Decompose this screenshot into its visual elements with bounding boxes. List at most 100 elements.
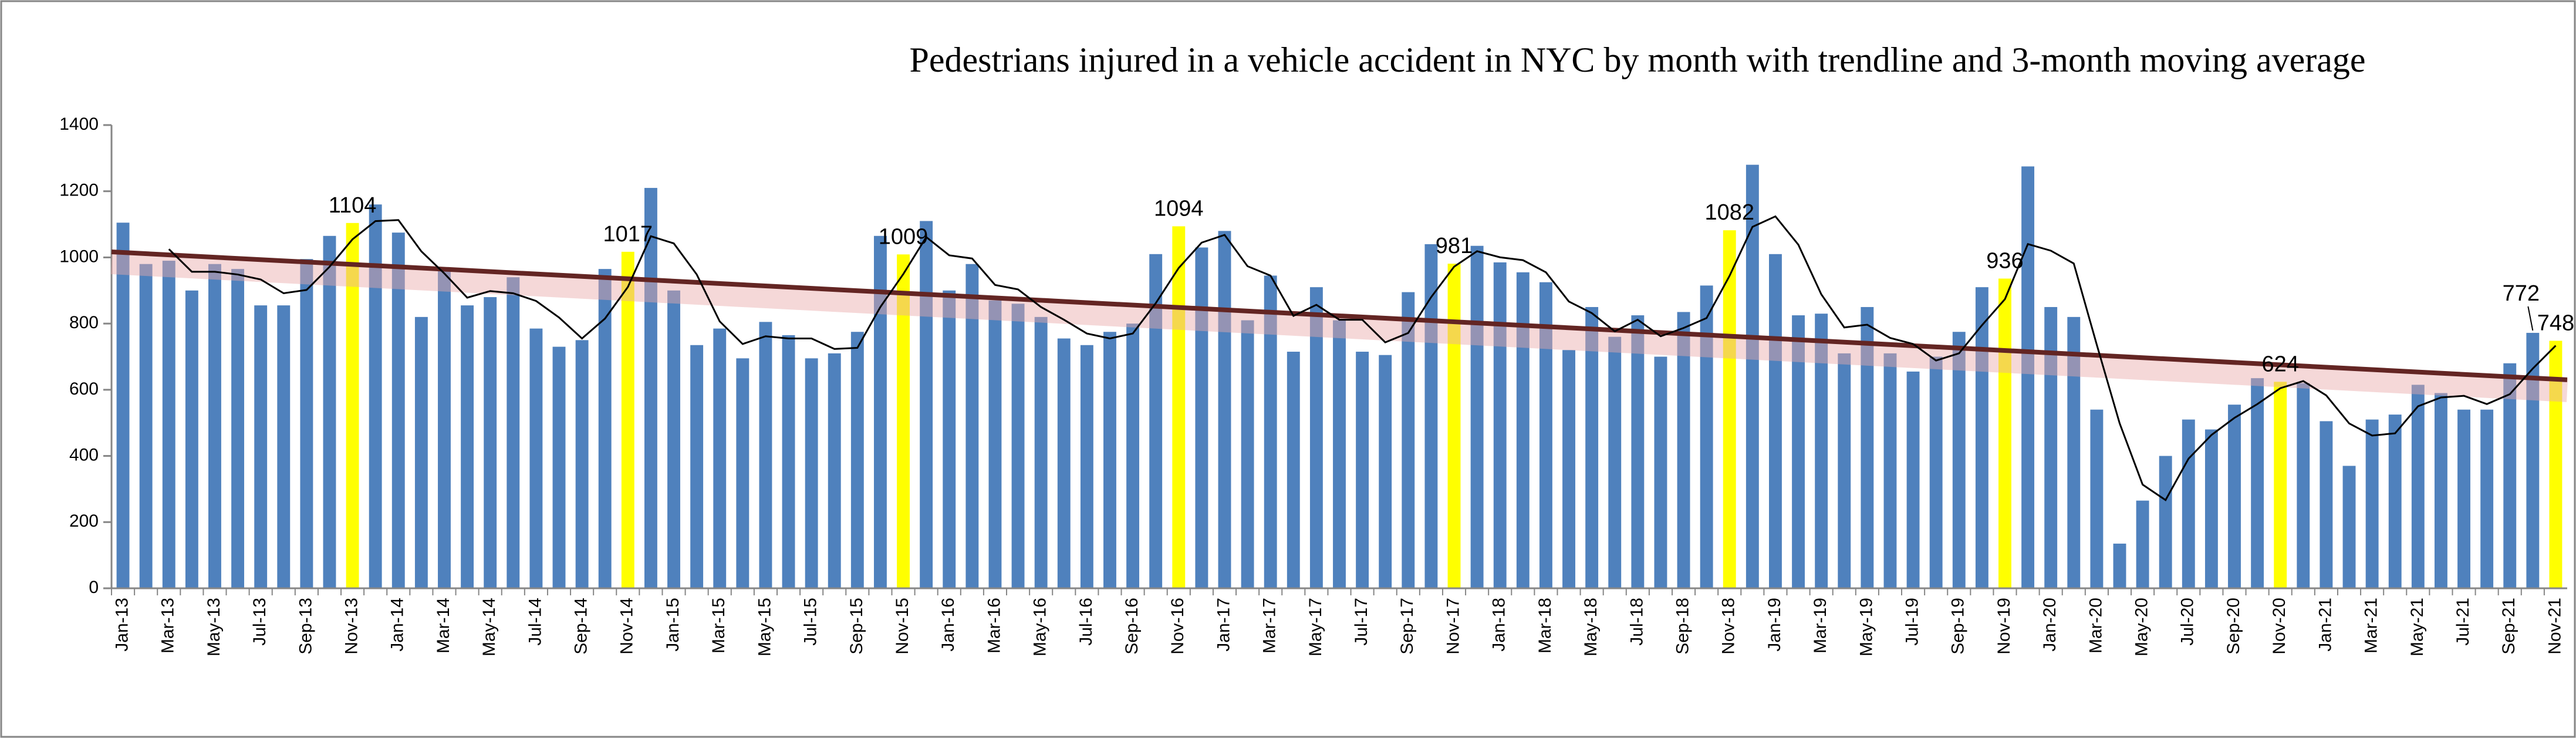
- bar: [1723, 230, 1736, 589]
- bar: [1379, 355, 1392, 588]
- x-tick-label: Nov-18: [1719, 598, 1738, 655]
- y-tick-label: 600: [69, 379, 99, 399]
- x-tick-label: Mar-19: [1811, 598, 1830, 653]
- bar: [277, 305, 291, 588]
- bar: [873, 235, 887, 589]
- x-tick-label: Nov-13: [342, 598, 362, 655]
- x-tick-label: Sep-14: [572, 598, 591, 655]
- bar: [2297, 383, 2310, 588]
- bar: [1034, 316, 1048, 588]
- bar: [828, 353, 841, 588]
- bar: [507, 277, 520, 588]
- bar: [1057, 338, 1071, 588]
- bar: [2411, 385, 2425, 588]
- bar: [162, 261, 175, 588]
- bar: [1309, 287, 1323, 588]
- x-tick-label: Mar-14: [434, 598, 453, 653]
- bar: [782, 335, 795, 588]
- x-tick-label: Jul-18: [1627, 598, 1646, 646]
- bar: [2159, 456, 2172, 588]
- bar: [621, 251, 634, 588]
- bar: [1585, 306, 1599, 588]
- bar: [850, 332, 864, 588]
- data-label: 936: [1986, 248, 2023, 273]
- x-tick-label: Jan-14: [388, 598, 407, 652]
- bar: [300, 259, 313, 588]
- bar: [2503, 363, 2517, 588]
- bar: [1929, 356, 1943, 588]
- bar: [965, 264, 979, 588]
- bar: [369, 204, 382, 588]
- bar: [2365, 419, 2379, 588]
- bar: [1172, 226, 1186, 588]
- x-tick-label: Jan-20: [2040, 598, 2060, 652]
- bar: [644, 188, 657, 588]
- bar: [805, 358, 818, 588]
- data-label: 981: [1436, 234, 1473, 258]
- data-label: 748: [2537, 311, 2574, 335]
- bar: [1861, 306, 1874, 588]
- bar: [1906, 371, 1920, 588]
- x-tick-label: Jul-15: [801, 598, 821, 646]
- x-tick-label: Jul-19: [1902, 598, 1922, 646]
- x-tick-label: Jan-15: [663, 598, 683, 652]
- bar: [1356, 352, 1369, 588]
- x-tick-label: May-20: [2132, 598, 2152, 656]
- bar: [1654, 356, 1667, 588]
- bar: [1195, 247, 1208, 588]
- x-tick-label: Jan-13: [112, 598, 131, 652]
- x-tick-label: May-19: [1856, 598, 1876, 656]
- x-tick-label: Sep-21: [2499, 598, 2518, 655]
- bar: [1562, 350, 1575, 588]
- trendline: [111, 250, 2568, 382]
- bar: [2342, 466, 2356, 588]
- bar: [185, 290, 198, 588]
- x-tick-label: Jul-16: [1076, 598, 1096, 646]
- bar: [1402, 292, 1415, 588]
- x-tick-label: Sep-16: [1122, 598, 1142, 655]
- bar: [943, 290, 956, 588]
- bar: [1792, 315, 1805, 588]
- y-tick-label: 1200: [59, 181, 99, 200]
- x-tick-label: Nov-17: [1443, 598, 1463, 655]
- bar: [1080, 345, 1093, 588]
- x-tick-label: Sep-20: [2224, 598, 2243, 655]
- y-tick-label: 200: [69, 511, 99, 531]
- bar: [1103, 332, 1116, 588]
- bar: [2090, 409, 2104, 588]
- bar: [1470, 245, 1484, 588]
- bar: [1447, 264, 1461, 588]
- bar: [2228, 405, 2241, 588]
- x-tick-label: Jul-17: [1352, 598, 1371, 646]
- bar: [1218, 231, 1231, 588]
- x-tick-label: Jan-19: [1765, 598, 1784, 652]
- bar: [254, 305, 268, 588]
- bar: [2526, 332, 2540, 588]
- bar: [759, 322, 772, 588]
- chart-title: Pedestrians injured in a vehicle acciden…: [909, 41, 2365, 79]
- bar: [988, 300, 1002, 588]
- bar: [1333, 320, 1346, 588]
- x-tick-label: Nov-21: [2545, 598, 2564, 655]
- bar: [346, 223, 359, 588]
- y-tick-label: 1000: [59, 247, 99, 266]
- x-tick-label: Nov-15: [893, 598, 912, 655]
- x-tick-label: Jan-16: [938, 598, 958, 652]
- bar: [1677, 312, 1690, 588]
- bar: [1975, 287, 1988, 588]
- bar: [139, 264, 153, 588]
- bar: [713, 328, 727, 588]
- bar: [2136, 500, 2149, 588]
- bar: [231, 269, 245, 588]
- bar: [1838, 353, 1851, 588]
- x-tick-label: Jul-14: [525, 598, 545, 646]
- x-tick-label: Jul-13: [250, 598, 269, 646]
- data-label: 1104: [329, 193, 377, 218]
- x-tick-label: Sep-15: [847, 598, 866, 655]
- x-tick-label: May-14: [480, 598, 499, 656]
- x-tick-label: Sep-18: [1673, 598, 1692, 655]
- bar: [1264, 275, 1277, 588]
- y-tick-label: 400: [69, 445, 99, 464]
- x-tick-label: May-17: [1306, 598, 1325, 656]
- bar: [1769, 254, 1782, 588]
